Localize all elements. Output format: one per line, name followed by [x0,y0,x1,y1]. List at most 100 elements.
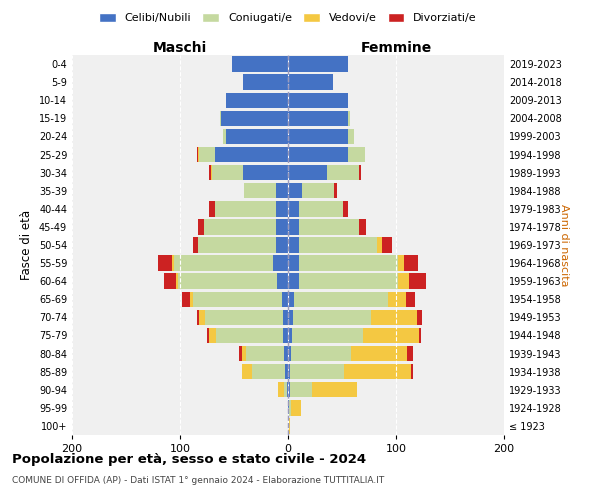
Bar [221,110,288,126]
Bar [406,292,415,307]
Bar [288,382,290,398]
Bar [288,92,349,108]
Bar [242,346,246,362]
Bar [199,310,205,325]
Bar [288,364,290,380]
Bar [253,364,285,380]
Legend: Celibi/Nubili, Coniugati/e, Vedovi/e, Divorziati/e: Celibi/Nubili, Coniugati/e, Vedovi/e, Di… [95,8,481,28]
Bar [212,165,242,180]
Bar [292,328,362,343]
Bar [276,183,288,198]
Bar [197,310,199,325]
Text: Maschi: Maschi [153,41,207,55]
Bar [199,219,204,234]
Bar [350,346,407,362]
Bar [290,364,344,380]
Bar [176,274,178,289]
Bar [299,274,398,289]
Bar [359,165,361,180]
Bar [197,147,199,162]
Bar [288,74,334,90]
Bar [288,128,349,144]
Bar [209,201,215,216]
Bar [295,292,388,307]
Bar [246,346,284,362]
Bar [288,219,299,234]
Bar [273,256,288,271]
Bar [223,128,226,144]
Bar [288,310,293,325]
Bar [312,382,357,398]
Text: Femmine: Femmine [361,41,431,55]
Bar [277,274,288,289]
Bar [409,274,426,289]
Bar [343,201,349,216]
Bar [232,56,288,72]
Bar [293,310,371,325]
Bar [288,56,349,72]
Bar [276,201,288,216]
Bar [199,147,215,162]
Bar [302,183,334,198]
Bar [411,364,413,380]
Bar [281,292,288,307]
Bar [407,346,413,362]
Bar [334,183,337,198]
Bar [288,346,291,362]
Bar [207,328,209,343]
Bar [276,219,288,234]
Bar [242,74,288,90]
Bar [398,256,404,271]
Bar [388,292,406,307]
Bar [239,346,242,362]
Bar [382,238,392,252]
Bar [349,147,365,162]
Bar [209,328,215,343]
Bar [158,256,172,271]
Bar [242,165,288,180]
Bar [299,201,343,216]
Bar [349,128,354,144]
Bar [178,274,277,289]
Bar [283,310,288,325]
Bar [362,328,419,343]
Bar [288,256,299,271]
Bar [226,92,288,108]
Bar [289,400,291,415]
Bar [291,400,301,415]
Text: Anni di nascita: Anni di nascita [559,204,569,286]
Bar [290,382,312,398]
Bar [299,256,398,271]
Bar [164,274,176,289]
Bar [278,382,284,398]
Bar [215,328,283,343]
Bar [288,292,295,307]
Bar [204,219,276,234]
Bar [398,274,409,289]
Bar [172,256,173,271]
Bar [173,256,273,271]
Bar [244,183,276,198]
Bar [209,165,211,180]
Bar [288,400,289,415]
Bar [220,110,221,126]
Bar [276,238,288,252]
Bar [287,382,288,398]
Bar [288,147,349,162]
Bar [211,165,212,180]
Y-axis label: Fasce di età: Fasce di età [20,210,33,280]
Bar [349,110,350,126]
Bar [226,128,288,144]
Bar [291,346,350,362]
Text: Popolazione per età, sesso e stato civile - 2024: Popolazione per età, sesso e stato civil… [12,452,366,466]
Bar [288,274,299,289]
Bar [419,328,421,343]
Bar [285,364,288,380]
Bar [288,183,302,198]
Bar [193,238,199,252]
Bar [199,238,276,252]
Bar [190,292,193,307]
Bar [299,238,377,252]
Bar [359,219,366,234]
Bar [288,110,349,126]
